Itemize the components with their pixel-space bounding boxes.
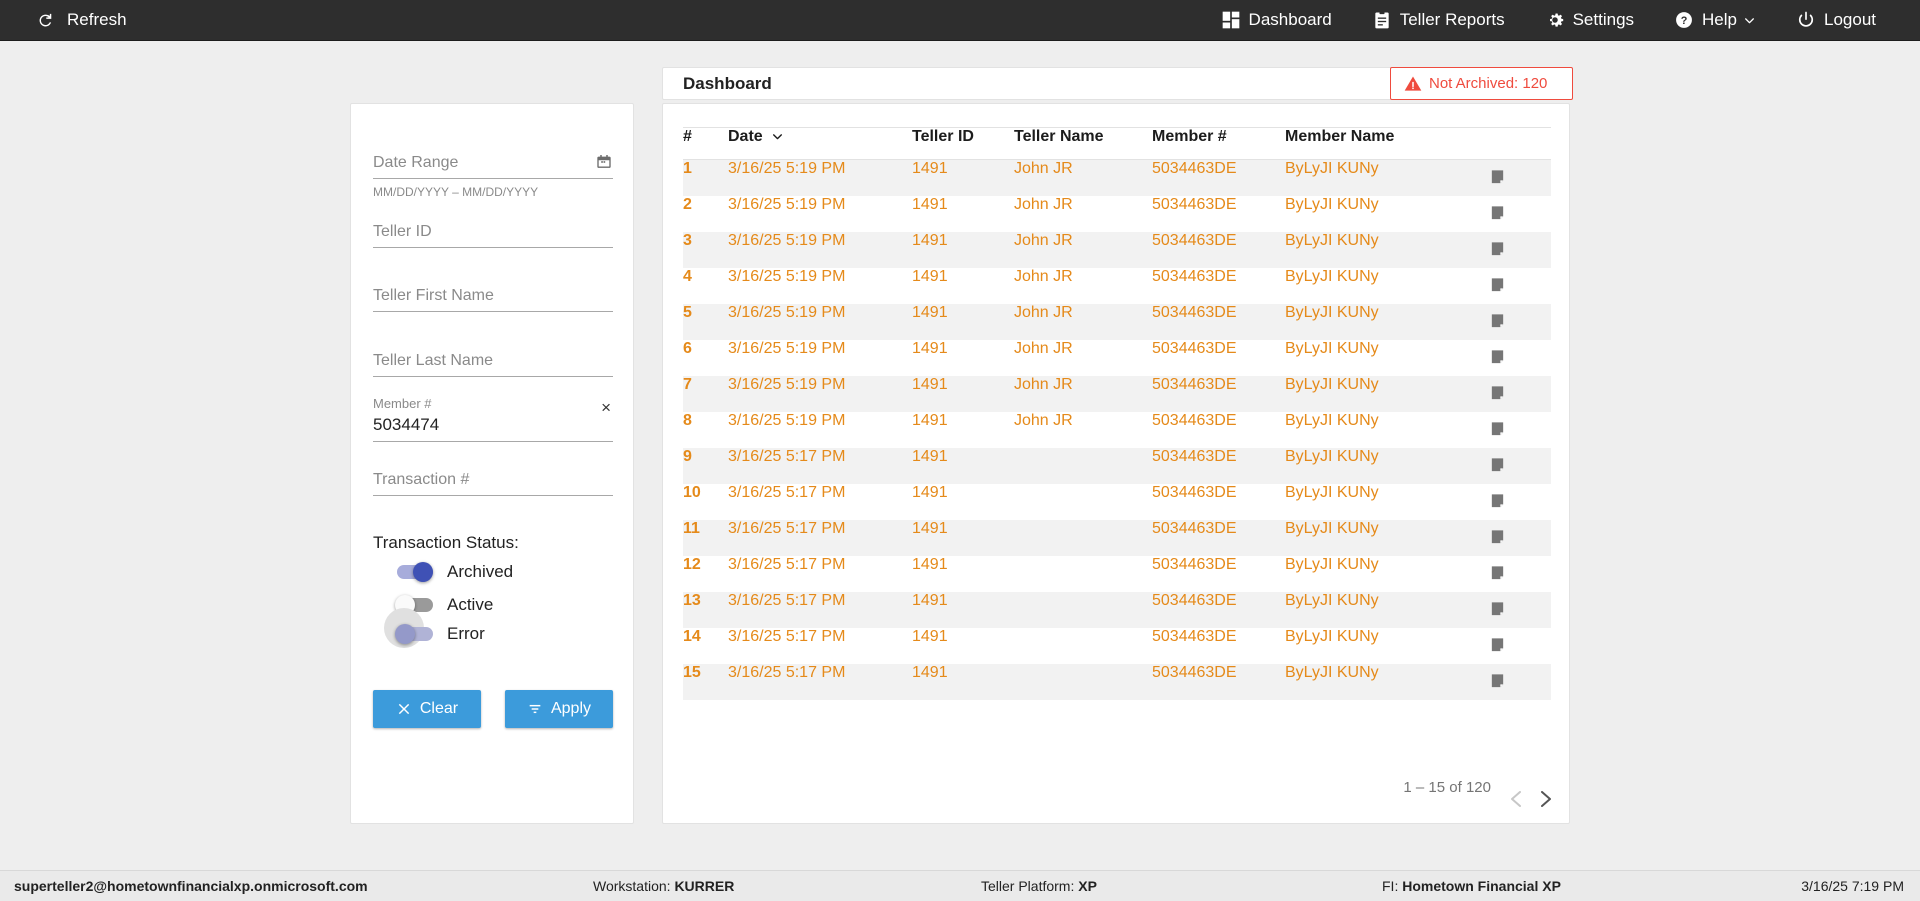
svg-text:?: ? [1681,15,1688,27]
